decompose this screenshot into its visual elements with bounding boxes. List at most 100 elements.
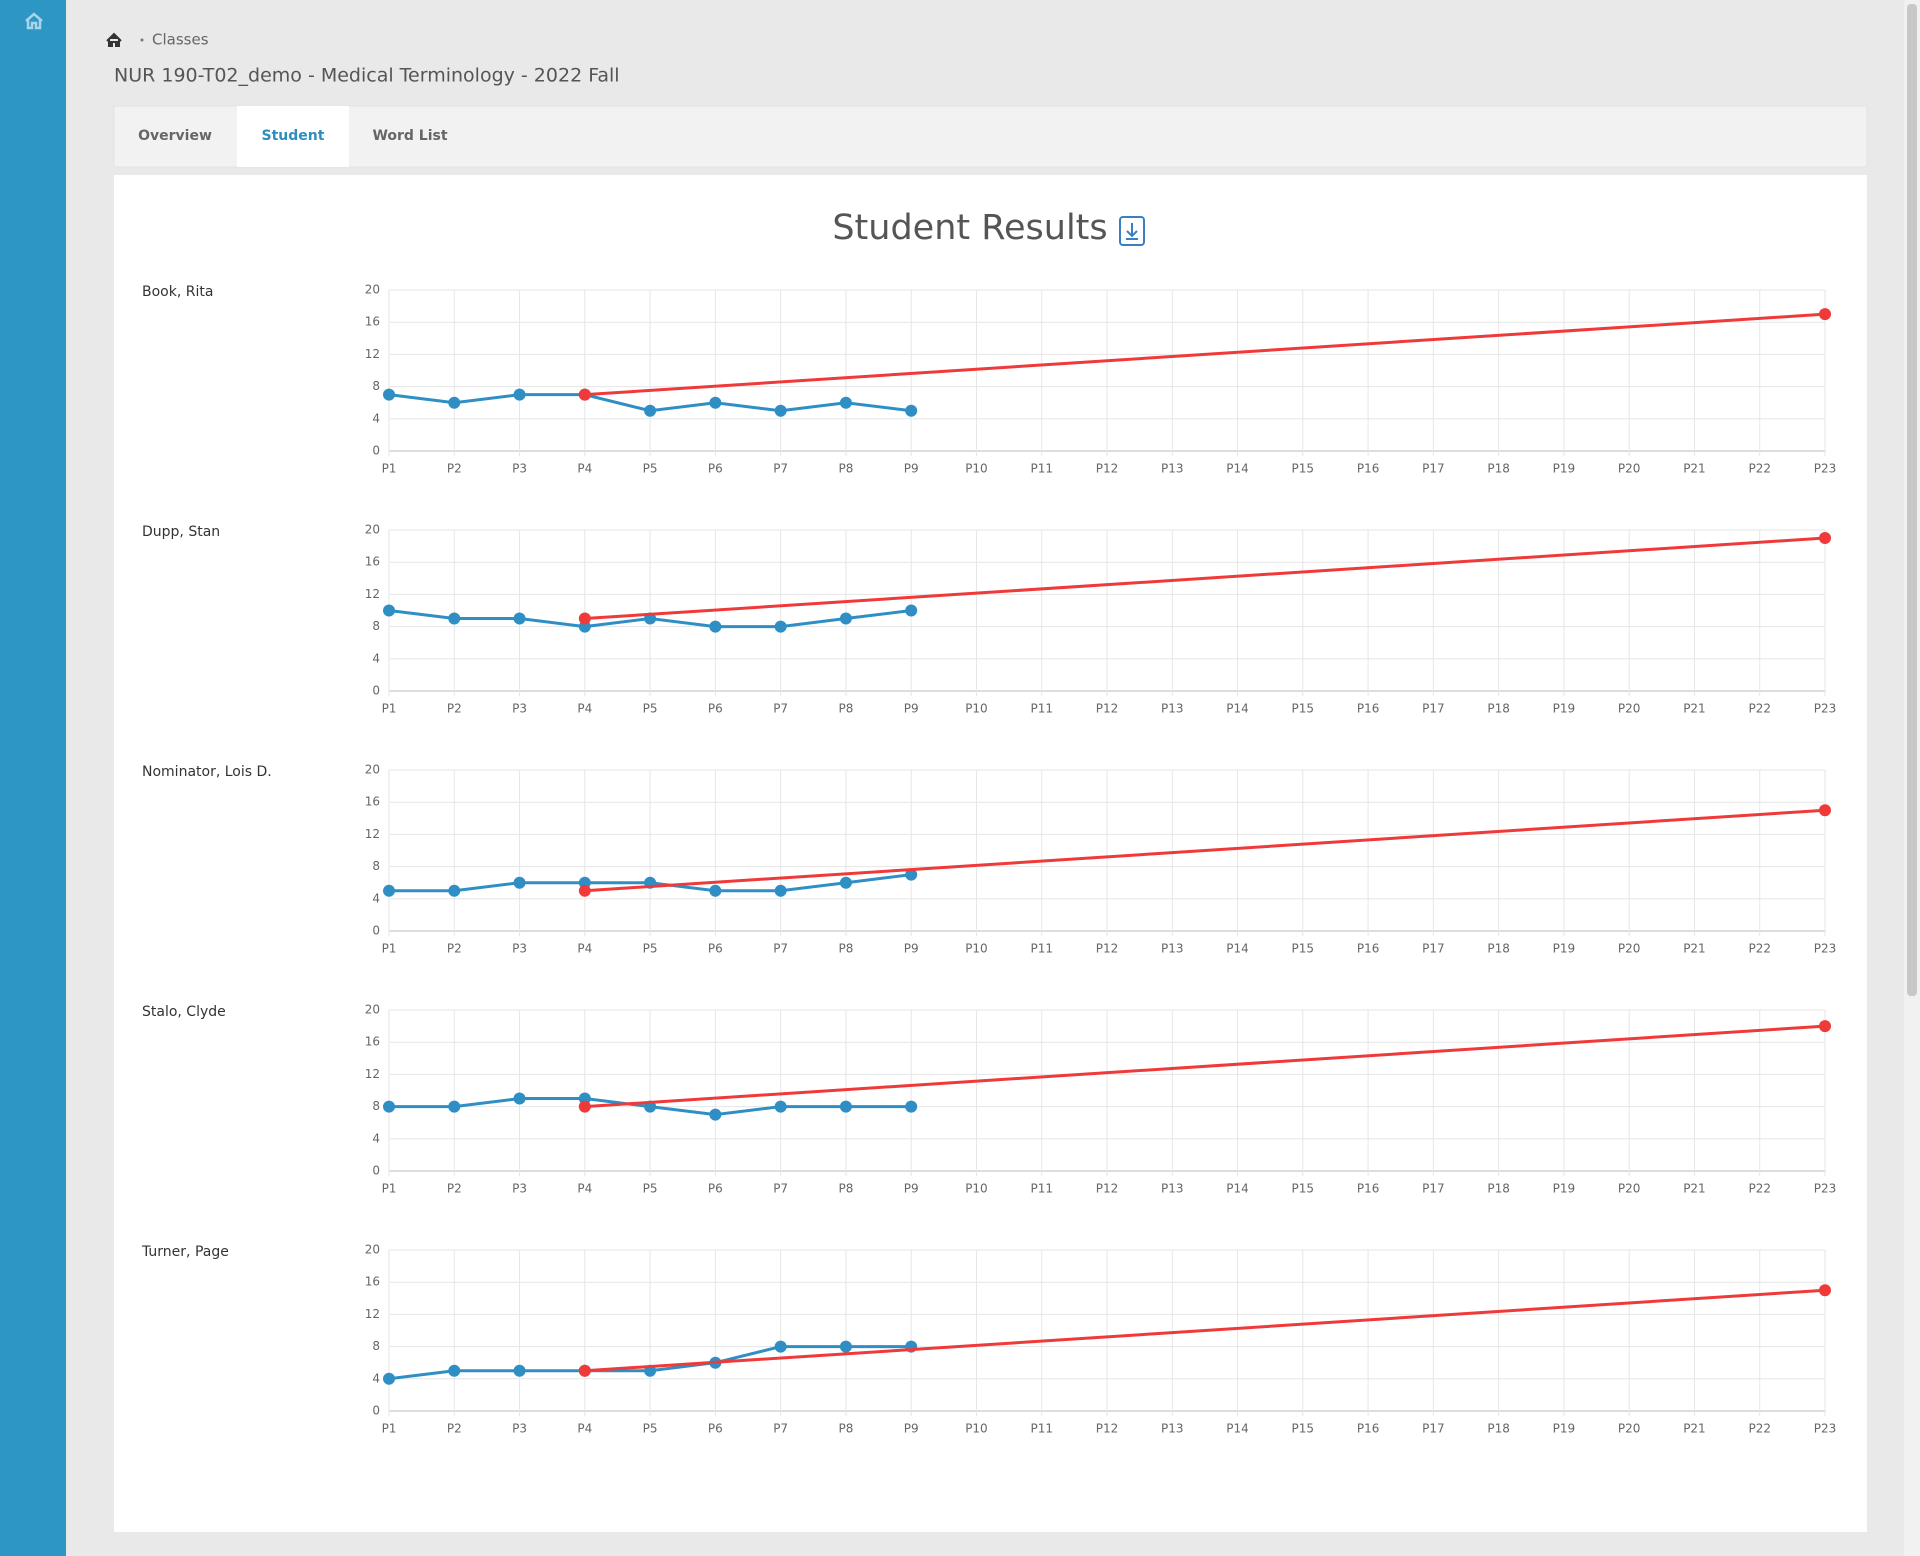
x-tick-label: P5 xyxy=(643,462,658,476)
x-tick-label: P16 xyxy=(1357,1422,1380,1436)
y-tick-label: 8 xyxy=(372,1099,380,1113)
x-tick-label: P8 xyxy=(838,942,853,956)
x-tick-label: P7 xyxy=(773,1422,788,1436)
x-tick-label: P8 xyxy=(838,702,853,716)
point xyxy=(448,612,461,625)
point xyxy=(578,884,591,897)
y-tick-label: 20 xyxy=(365,763,380,777)
x-tick-label: P9 xyxy=(904,1182,919,1196)
download-button[interactable] xyxy=(1119,216,1145,246)
x-tick-label: P5 xyxy=(643,1422,658,1436)
point xyxy=(644,404,657,417)
point xyxy=(1819,804,1831,817)
tab[interactable]: Word List xyxy=(372,128,447,144)
point xyxy=(839,876,852,889)
x-tick-label: P3 xyxy=(512,462,527,476)
x-tick-label: P14 xyxy=(1226,942,1249,956)
point xyxy=(383,604,395,617)
x-tick-label: P14 xyxy=(1226,462,1249,476)
student-name: Book, Rita xyxy=(142,284,213,300)
x-tick-label: P16 xyxy=(1357,942,1380,956)
x-tick-label: P23 xyxy=(1814,1182,1837,1196)
y-tick-label: 12 xyxy=(365,347,380,361)
y-tick-label: 0 xyxy=(372,1164,380,1178)
x-tick-label: P12 xyxy=(1096,1422,1119,1436)
x-tick-label: P1 xyxy=(382,1182,397,1196)
x-tick-label: P13 xyxy=(1161,942,1184,956)
point xyxy=(448,1364,461,1377)
y-tick-label: 4 xyxy=(372,1131,380,1145)
x-tick-label: P15 xyxy=(1292,702,1315,716)
x-tick-label: P21 xyxy=(1683,462,1706,476)
point xyxy=(513,876,526,889)
point xyxy=(513,1364,526,1377)
sidebar-home-icon[interactable] xyxy=(25,12,43,30)
point xyxy=(383,388,395,401)
y-tick-label: 0 xyxy=(372,684,380,698)
breadcrumb-current[interactable]: Classes xyxy=(152,31,209,49)
x-tick-label: P21 xyxy=(1683,1182,1706,1196)
x-tick-label: P2 xyxy=(447,1422,462,1436)
sidebar xyxy=(0,0,66,1556)
point xyxy=(839,1100,852,1113)
x-tick-label: P22 xyxy=(1748,1422,1771,1436)
point xyxy=(513,1092,526,1105)
tab-active[interactable]: Student xyxy=(262,128,325,144)
x-tick-label: P13 xyxy=(1161,1422,1184,1436)
x-tick-label: P21 xyxy=(1683,1422,1706,1436)
point xyxy=(709,396,722,409)
y-tick-label: 8 xyxy=(372,859,380,873)
x-tick-label: P12 xyxy=(1096,462,1119,476)
series-line xyxy=(584,1024,1826,1109)
x-tick-label: P14 xyxy=(1226,1182,1249,1196)
y-tick-label: 20 xyxy=(365,1003,380,1017)
point xyxy=(1819,532,1831,545)
x-tick-label: P14 xyxy=(1226,1422,1249,1436)
y-tick-label: 20 xyxy=(365,1243,380,1257)
x-tick-label: P22 xyxy=(1748,702,1771,716)
x-tick-label: P17 xyxy=(1422,702,1445,716)
tab[interactable]: Overview xyxy=(138,128,212,144)
x-tick-label: P2 xyxy=(447,462,462,476)
x-tick-label: P1 xyxy=(382,702,397,716)
series-line xyxy=(584,808,1826,893)
x-tick-label: P13 xyxy=(1161,1182,1184,1196)
breadcrumb-home-icon[interactable] xyxy=(106,32,122,47)
x-tick-label: P15 xyxy=(1292,462,1315,476)
y-tick-label: 8 xyxy=(372,379,380,393)
x-tick-label: P11 xyxy=(1030,702,1053,716)
x-tick-label: P15 xyxy=(1292,942,1315,956)
y-tick-label: 8 xyxy=(372,1339,380,1353)
x-tick-label: P6 xyxy=(708,942,723,956)
point xyxy=(839,612,852,625)
tab-active-bg xyxy=(237,106,349,167)
x-tick-label: P16 xyxy=(1357,702,1380,716)
x-tick-label: P4 xyxy=(577,942,592,956)
x-tick-label: P10 xyxy=(965,1422,988,1436)
x-tick-label: P20 xyxy=(1618,942,1641,956)
x-tick-label: P1 xyxy=(382,1422,397,1436)
x-tick-label: P5 xyxy=(643,942,658,956)
scrollbar-thumb[interactable] xyxy=(1907,4,1917,996)
student-name: Nominator, Lois D. xyxy=(142,764,272,780)
x-tick-label: P7 xyxy=(773,1182,788,1196)
x-tick-label: P19 xyxy=(1553,1422,1576,1436)
x-tick-label: P4 xyxy=(577,1422,592,1436)
point xyxy=(578,1100,591,1113)
y-tick-label: 8 xyxy=(372,619,380,633)
point xyxy=(709,1108,722,1121)
x-tick-label: P15 xyxy=(1292,1182,1315,1196)
x-tick-label: P12 xyxy=(1096,942,1119,956)
y-tick-label: 12 xyxy=(365,827,380,841)
y-tick-label: 4 xyxy=(372,891,380,905)
y-tick-label: 16 xyxy=(365,1275,380,1289)
x-tick-label: P9 xyxy=(904,1422,919,1436)
x-tick-label: P20 xyxy=(1618,1182,1641,1196)
x-tick-label: P2 xyxy=(447,702,462,716)
x-tick-label: P18 xyxy=(1487,1422,1510,1436)
section-title: Student Results xyxy=(832,208,1107,248)
x-tick-label: P12 xyxy=(1096,702,1119,716)
point xyxy=(383,1372,395,1385)
